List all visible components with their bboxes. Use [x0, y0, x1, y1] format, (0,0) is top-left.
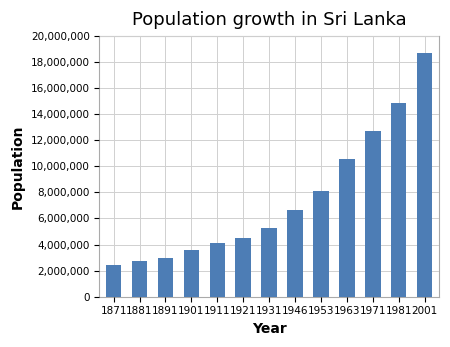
X-axis label: Year: Year [252, 322, 287, 336]
Bar [339, 159, 355, 297]
Bar [158, 257, 173, 297]
Bar [365, 132, 381, 297]
Bar [132, 261, 147, 297]
Y-axis label: Population: Population [11, 124, 25, 209]
Bar [106, 265, 122, 297]
Bar [210, 243, 225, 297]
Title: Population growth in Sri Lanka: Population growth in Sri Lanka [132, 11, 406, 29]
Bar [184, 250, 199, 297]
Bar [287, 210, 303, 297]
Bar [417, 53, 432, 297]
Bar [391, 103, 406, 297]
Bar [261, 228, 277, 297]
Bar [313, 191, 329, 297]
Bar [235, 238, 251, 297]
